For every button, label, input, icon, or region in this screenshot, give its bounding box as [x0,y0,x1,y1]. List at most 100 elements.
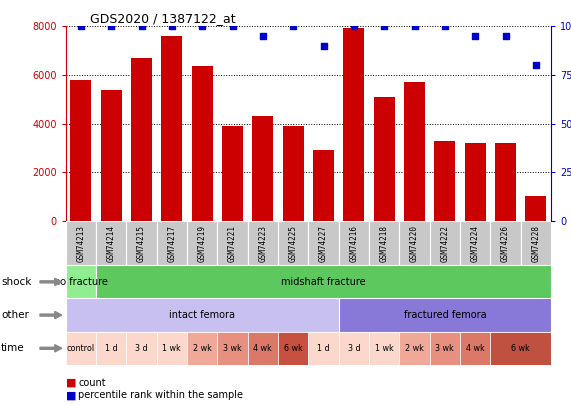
Text: GDS2020 / 1387122_at: GDS2020 / 1387122_at [90,12,236,25]
Text: 1 d: 1 d [105,344,118,353]
Bar [490,332,551,365]
Point [319,43,328,49]
Point [501,33,510,39]
Text: midshaft fracture: midshaft fracture [281,277,366,287]
Bar [339,332,369,365]
Bar [156,332,187,365]
Text: 4 wk: 4 wk [466,344,485,353]
Bar [465,143,486,221]
Text: 2 wk: 2 wk [405,344,424,353]
Text: 3 d: 3 d [135,344,148,353]
Bar [248,332,278,365]
Text: control: control [67,344,95,353]
Bar [70,80,91,221]
Text: GSM74222: GSM74222 [440,224,449,262]
Point [380,23,389,30]
Bar [66,221,96,265]
Bar [66,265,96,298]
Bar [339,221,369,265]
Text: other: other [1,310,29,320]
Bar [525,196,546,221]
Point [410,23,419,30]
Point [107,23,116,30]
Text: percentile rank within the sample: percentile rank within the sample [78,390,243,400]
Text: 3 wk: 3 wk [436,344,454,353]
Point [531,62,540,68]
Text: GSM74225: GSM74225 [289,224,297,262]
Bar [126,332,156,365]
Text: 1 d: 1 d [317,344,330,353]
Text: GSM74220: GSM74220 [410,224,419,262]
Bar [460,221,490,265]
Text: shock: shock [1,277,31,287]
Point [288,23,297,30]
Text: 1 wk: 1 wk [163,344,181,353]
Text: 6 wk: 6 wk [284,344,303,353]
Text: GSM74228: GSM74228 [532,224,540,262]
Text: ■: ■ [66,378,76,388]
Text: 1 wk: 1 wk [375,344,393,353]
Bar [495,143,516,221]
Bar [339,298,551,332]
Point [349,23,359,30]
Bar [191,66,213,221]
Bar [404,82,425,221]
Bar [308,332,339,365]
Bar [434,141,456,221]
Bar [343,28,364,221]
Bar [430,332,460,365]
Text: 6 wk: 6 wk [511,344,530,353]
Text: GSM74227: GSM74227 [319,224,328,262]
Bar [66,298,339,332]
Bar [283,126,304,221]
Bar [399,221,430,265]
Bar [218,221,248,265]
Text: GSM74217: GSM74217 [167,224,176,262]
Bar [126,221,156,265]
Bar [187,332,218,365]
Bar [373,97,395,221]
Text: GSM74226: GSM74226 [501,224,510,262]
Point [258,33,267,39]
Text: 3 d: 3 d [348,344,360,353]
Bar [218,332,248,365]
Bar [430,221,460,265]
Point [167,23,176,30]
Bar [521,221,551,265]
Point [77,23,86,30]
Point [137,23,146,30]
Text: no fracture: no fracture [54,277,108,287]
Text: GSM74218: GSM74218 [380,224,389,262]
Bar [399,332,430,365]
Bar [248,221,278,265]
Bar [96,332,126,365]
Text: ■: ■ [66,390,76,400]
Text: time: time [1,343,25,353]
Point [440,23,449,30]
Bar [161,36,183,221]
Bar [278,332,308,365]
Text: count: count [78,378,106,388]
Text: 4 wk: 4 wk [254,344,272,353]
Bar [278,221,308,265]
Bar [460,332,490,365]
Bar [66,332,96,365]
Text: GSM74216: GSM74216 [349,224,359,262]
Text: GSM74221: GSM74221 [228,224,237,262]
Bar [252,116,274,221]
Bar [156,221,187,265]
Bar [369,221,399,265]
Text: GSM74214: GSM74214 [107,224,116,262]
Point [471,33,480,39]
Text: GSM74219: GSM74219 [198,224,207,262]
Text: GSM74215: GSM74215 [137,224,146,262]
Bar [187,221,218,265]
Bar [308,221,339,265]
Text: GSM74223: GSM74223 [258,224,267,262]
Bar [222,126,243,221]
Bar [96,221,126,265]
Text: 3 wk: 3 wk [223,344,242,353]
Bar [313,150,334,221]
Text: intact femora: intact femora [169,310,235,320]
Bar [100,90,122,221]
